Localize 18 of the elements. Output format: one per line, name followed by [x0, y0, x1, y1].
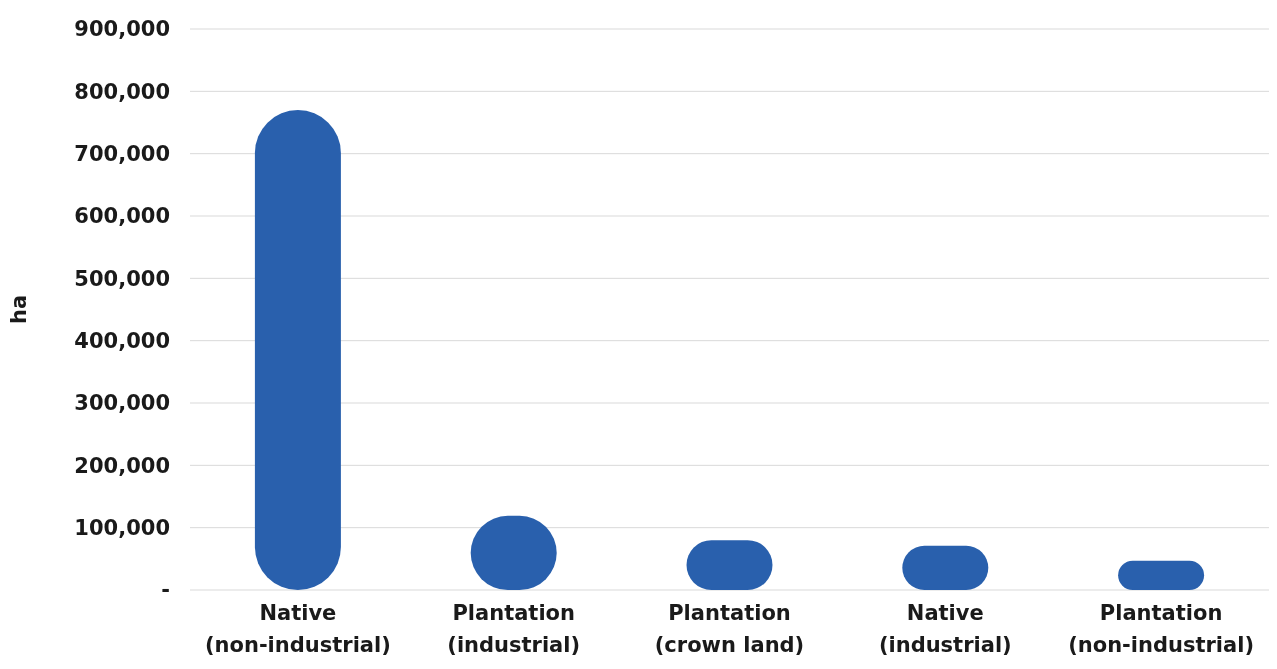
x-tick-label: Plantation (industrial) [447, 601, 581, 657]
y-axis-title: ha [7, 294, 31, 325]
y-tick-label: 200,000 [74, 453, 170, 478]
y-tick-label: 600,000 [74, 204, 170, 229]
y-tick-label: 500,000 [74, 266, 170, 291]
y-tick-label: 300,000 [74, 391, 170, 416]
y-tick-label: 100,000 [74, 516, 170, 541]
y-tick-label: 900,000 [74, 17, 170, 42]
x-tick-label: Native (non-industrial) [204, 601, 391, 657]
x-tick-label: Plantation (crown land) [654, 601, 805, 657]
y-tick-label: 700,000 [74, 142, 170, 167]
x-tick-label: Native (industrial) [878, 601, 1012, 657]
y-tick-label: 800,000 [74, 79, 170, 104]
x-tick-label: Plantation (non-industrial) [1068, 601, 1255, 657]
y-tick-label: 400,000 [74, 329, 170, 354]
bar [1118, 560, 1205, 590]
bar [254, 110, 341, 590]
y-tick-label: - [161, 578, 170, 603]
